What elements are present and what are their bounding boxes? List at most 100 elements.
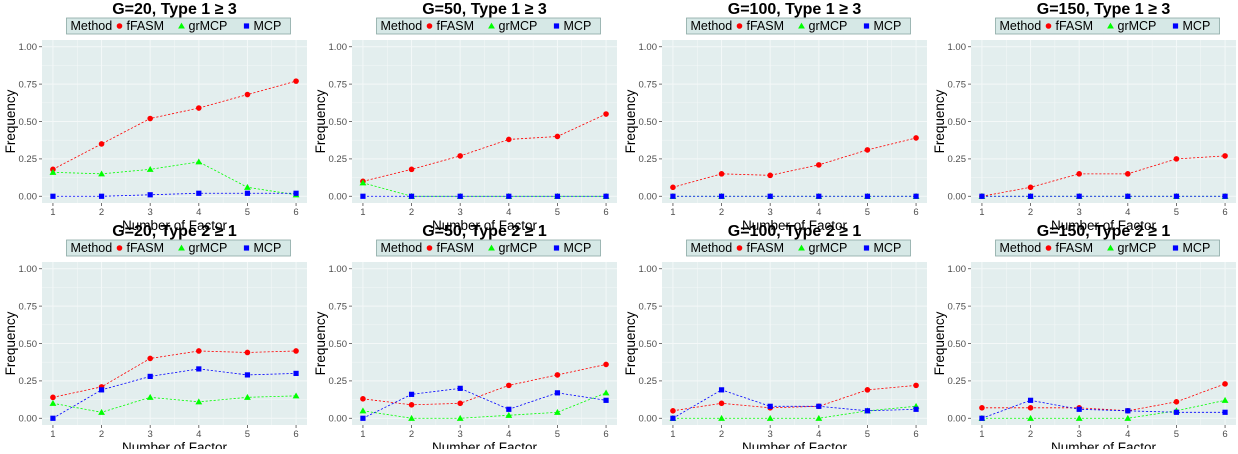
series-line-grmcp bbox=[52, 395, 297, 413]
x-tick-label: 1 bbox=[670, 429, 675, 440]
y-tick-label: 0.25 bbox=[639, 376, 658, 387]
data-point-ffasm bbox=[457, 153, 463, 159]
x-tick-label: 6 bbox=[603, 207, 608, 218]
legend-key-ffasm bbox=[426, 23, 433, 29]
data-point-grmcp bbox=[292, 392, 300, 399]
legend-label-grmcp: grMCP bbox=[1118, 241, 1157, 255]
series-ffasm bbox=[670, 135, 919, 191]
legend-label-mcp: MCP bbox=[564, 241, 592, 255]
data-point-mcp bbox=[767, 193, 773, 199]
legend-key-mcp bbox=[863, 23, 870, 29]
data-point-mcp bbox=[50, 193, 56, 199]
x-tick-label: 6 bbox=[603, 429, 608, 440]
data-point-ffasm bbox=[457, 400, 463, 407]
series-line-ffasm bbox=[672, 384, 917, 412]
x-tick-label: 2 bbox=[409, 429, 414, 440]
legend: Method fFASM grMCP MCP bbox=[66, 239, 291, 257]
legend-key-grmcp bbox=[178, 22, 185, 29]
data-point-ffasm bbox=[979, 405, 985, 411]
data-point-ffasm bbox=[670, 184, 676, 191]
data-point-mcp bbox=[1222, 193, 1228, 199]
legend-title: Method bbox=[691, 241, 733, 255]
series-line-mcp bbox=[52, 192, 297, 197]
legend: Method fFASM grMCP MCP bbox=[686, 17, 911, 35]
x-tick-label: 6 bbox=[1222, 429, 1227, 440]
x-tick-label: 2 bbox=[719, 429, 724, 440]
legend-title: Method bbox=[691, 19, 733, 33]
x-tick-label: 3 bbox=[1077, 207, 1082, 218]
y-tick-label: 0.75 bbox=[329, 301, 348, 312]
panel-title: G=20, Type 2 ≥ 1 bbox=[112, 223, 237, 240]
data-point-ffasm bbox=[360, 396, 366, 402]
series-line-mcp bbox=[362, 387, 607, 419]
data-point-mcp bbox=[979, 415, 985, 421]
data-point-grmcp bbox=[146, 165, 154, 172]
y-tick-label: 0.25 bbox=[948, 154, 967, 165]
series-mcp bbox=[360, 193, 609, 199]
data-point-mcp bbox=[408, 193, 415, 199]
legend: Method fFASM grMCP MCP bbox=[995, 239, 1220, 257]
x-tick-label: 5 bbox=[1174, 207, 1179, 218]
legend-label-ffasm: fFASM bbox=[127, 241, 165, 255]
legend-key-grmcp bbox=[1107, 22, 1114, 29]
data-point-mcp bbox=[1125, 193, 1131, 199]
data-point-mcp bbox=[196, 366, 202, 372]
data-point-ffasm bbox=[1222, 381, 1228, 387]
x-axis-label: Number of Factor bbox=[1051, 218, 1157, 233]
x-tick-label: 5 bbox=[555, 207, 560, 218]
data-point-mcp bbox=[360, 415, 366, 421]
x-tick-label: 5 bbox=[245, 429, 250, 440]
data-point-mcp bbox=[1222, 409, 1228, 415]
data-point-mcp bbox=[244, 372, 251, 378]
y-tick-label: 0.25 bbox=[639, 154, 658, 165]
data-point-grmcp bbox=[505, 411, 513, 418]
x-tick-label: 4 bbox=[816, 429, 821, 440]
legend-box bbox=[376, 239, 601, 257]
x-tick-label: 3 bbox=[768, 429, 773, 440]
data-point-mcp bbox=[816, 403, 822, 409]
series-line-mcp bbox=[52, 368, 297, 419]
data-point-grmcp bbox=[195, 158, 203, 165]
x-tick-label: 5 bbox=[245, 207, 250, 218]
data-point-ffasm bbox=[1173, 156, 1180, 162]
y-axis-label: Frequency bbox=[3, 311, 18, 375]
y-axis-label: Frequency bbox=[623, 89, 638, 153]
legend-key-grmcp bbox=[178, 244, 185, 251]
y-tick-label: 0.50 bbox=[948, 339, 967, 350]
legend-key-mcp bbox=[863, 245, 870, 251]
legend-key-mcp bbox=[243, 245, 250, 251]
x-tick-label: 2 bbox=[409, 207, 414, 218]
legend-label-grmcp: grMCP bbox=[809, 241, 848, 255]
data-point-ffasm bbox=[244, 91, 251, 98]
legend-key-mcp bbox=[553, 23, 560, 29]
data-point-grmcp bbox=[554, 408, 561, 415]
series-line-grmcp bbox=[981, 399, 1226, 419]
data-point-mcp bbox=[293, 370, 299, 377]
y-axis-label: Frequency bbox=[313, 89, 328, 153]
series-line-ffasm bbox=[362, 113, 607, 182]
data-point-mcp bbox=[196, 190, 202, 196]
data-point-grmcp bbox=[49, 168, 57, 175]
legend-key-ffasm bbox=[1045, 245, 1052, 251]
legend-key-grmcp bbox=[798, 22, 805, 29]
legend-label-ffasm: fFASM bbox=[437, 19, 475, 33]
series-mcp bbox=[360, 385, 609, 421]
y-tick-label: 0.00 bbox=[329, 192, 348, 203]
legend-title: Method bbox=[71, 241, 113, 255]
legend: Method fFASM grMCP MCP bbox=[995, 17, 1220, 35]
legend-key-ffasm bbox=[116, 23, 123, 29]
y-tick-label: 1.00 bbox=[329, 42, 348, 53]
data-point-grmcp bbox=[1221, 396, 1229, 403]
series-ffasm bbox=[360, 361, 609, 408]
legend-label-mcp: MCP bbox=[1183, 19, 1211, 33]
series-ffasm bbox=[50, 78, 299, 173]
y-tick-label: 0.25 bbox=[19, 376, 38, 387]
y-tick-label: 1.00 bbox=[329, 264, 348, 275]
legend-key-mcp bbox=[243, 23, 250, 29]
x-tick-label: 3 bbox=[458, 207, 463, 218]
x-axis-label: Number of Factor bbox=[742, 440, 848, 449]
legend-box bbox=[66, 17, 291, 35]
y-tick-label: 0.00 bbox=[19, 414, 38, 425]
x-tick-label: 1 bbox=[360, 429, 365, 440]
facet-panel-7: 1 2 3 4 5 6 0.00 0.25 0.50 0.75 1.00 Number of Fact… bbox=[623, 223, 927, 454]
